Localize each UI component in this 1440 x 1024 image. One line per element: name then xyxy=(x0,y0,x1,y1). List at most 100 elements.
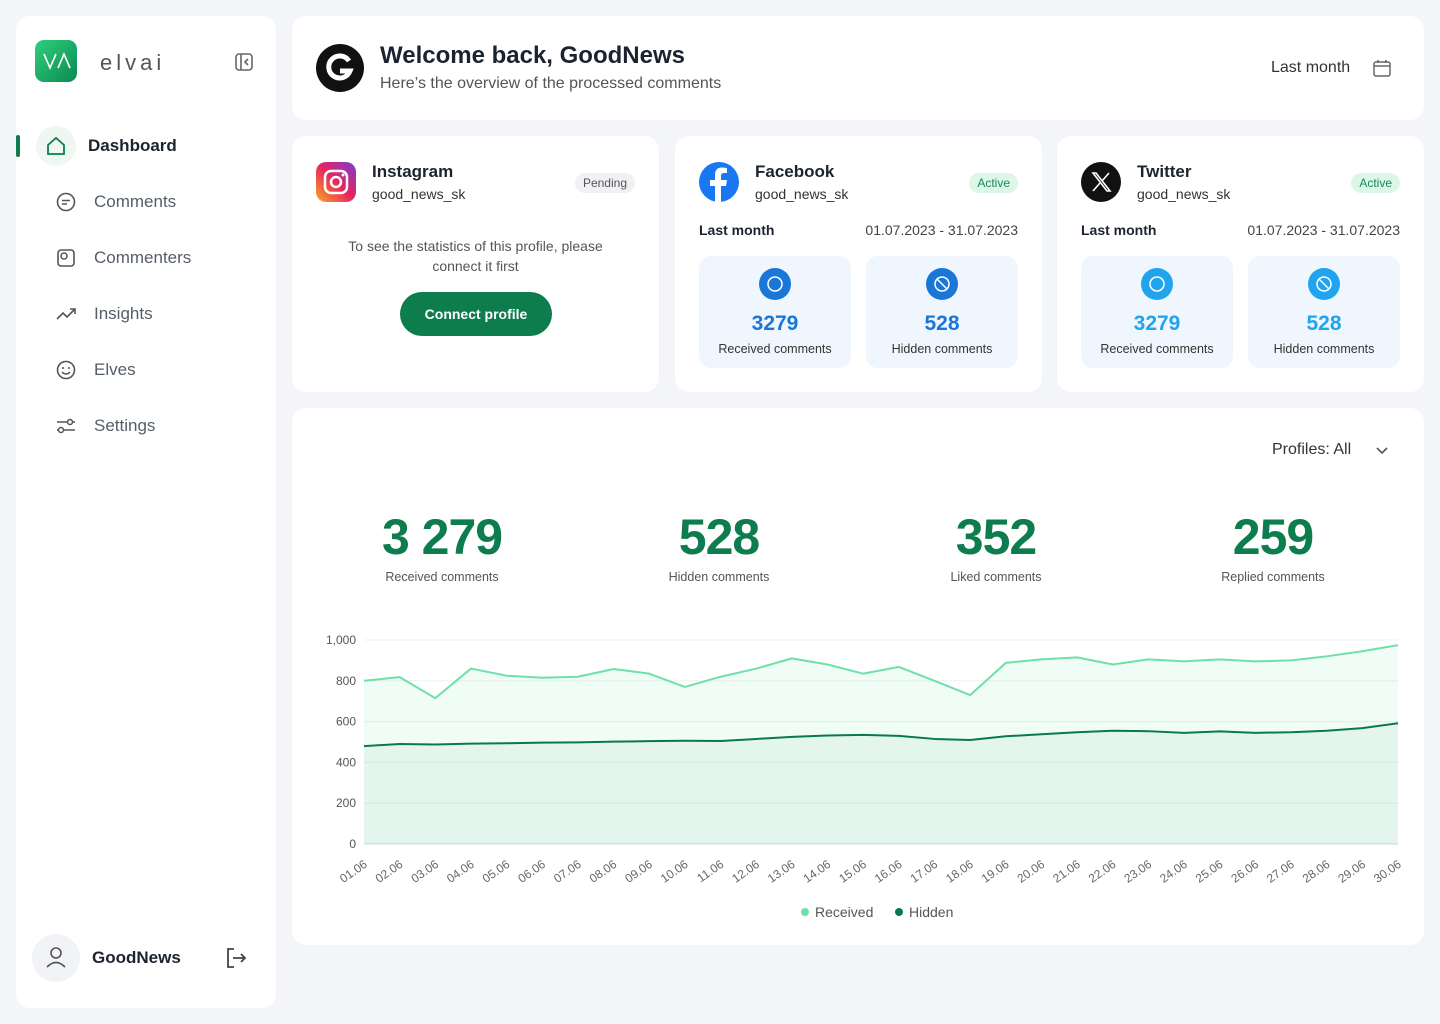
status-badge: Active xyxy=(969,173,1018,193)
series-line xyxy=(363,722,1399,748)
stat-label: Received comments xyxy=(385,570,499,584)
stat-box: 3279 Received comments xyxy=(699,256,851,368)
logout-button[interactable] xyxy=(224,946,248,970)
collapse-button[interactable] xyxy=(234,52,254,72)
stat-value: 528 xyxy=(678,509,760,565)
legend-marker xyxy=(801,908,809,916)
logo xyxy=(35,40,77,82)
x-tick-label: 03.06 xyxy=(408,857,441,886)
active-indicator xyxy=(16,135,20,157)
x-tick-label: 27.06 xyxy=(1264,857,1297,886)
stat-box: 528 Hidden comments xyxy=(866,256,1018,368)
x-tick-label: 30.06 xyxy=(1371,857,1404,886)
summary-stat: 352 Liked comments xyxy=(876,508,1116,584)
y-tick-label: 0 xyxy=(349,837,356,851)
profile-card: Twitter good_news_sk Active Last month 0… xyxy=(1057,136,1424,392)
x-tick-label: 25.06 xyxy=(1193,857,1226,886)
status-badge: Pending xyxy=(574,173,635,193)
x-tick-label: 07.06 xyxy=(551,857,584,886)
x-tick-label: 21.06 xyxy=(1050,857,1083,886)
avatar xyxy=(32,934,80,982)
x-tick-label: 17.06 xyxy=(908,857,941,886)
x-tick-label: 05.06 xyxy=(480,857,513,886)
x-tick-label: 28.06 xyxy=(1300,857,1333,886)
x-tick-label: 10.06 xyxy=(658,857,691,886)
status-badge: Active xyxy=(1351,173,1400,193)
x-tick-label: 08.06 xyxy=(587,857,620,886)
summary-card: Profiles: All 3 279 Received comments 528… xyxy=(292,408,1424,945)
x-tick-label: 15.06 xyxy=(836,857,869,886)
stat-value: 3279 xyxy=(751,312,799,335)
stat-value: 352 xyxy=(955,509,1037,565)
sidebar: elvai Dashboard Comments Commenters Insi… xyxy=(16,16,276,1008)
summary-stat: 3 279 Received comments xyxy=(322,508,562,584)
x-tick-label: 23.06 xyxy=(1122,857,1155,886)
header: Welcome back, GoodNews Here’s the overvi… xyxy=(292,16,1424,120)
nav-label: Commenters xyxy=(94,248,192,267)
nav-label: Settings xyxy=(94,416,156,435)
handle: good_news_sk xyxy=(372,186,466,202)
nav-item[interactable]: Comments xyxy=(46,182,276,222)
welcome-title: Welcome back, GoodNews xyxy=(380,42,685,69)
x-tick-label: 29.06 xyxy=(1335,857,1368,886)
x-tick-label: 22.06 xyxy=(1086,857,1119,886)
stat-box: 3279 Received comments xyxy=(1081,256,1233,368)
stat-value: 528 xyxy=(1306,312,1342,335)
profile-filter[interactable]: Profiles: All xyxy=(1272,441,1352,458)
profile-card: Facebook good_news_sk Active Last month … xyxy=(675,136,1042,392)
x-tick-label: 16.06 xyxy=(872,857,905,886)
dropdown-icon[interactable] xyxy=(1374,442,1390,458)
stat-value: 528 xyxy=(924,312,960,335)
stat-box: 528 Hidden comments xyxy=(1248,256,1400,368)
instagram-icon xyxy=(316,162,356,202)
network-name: Facebook xyxy=(755,162,835,181)
x-tick-label: 19.06 xyxy=(979,857,1012,886)
line-chart: 0 200 400 600 800 1,000 01.06 02.06 03.06 04.06 05… xyxy=(326,633,1404,920)
nav-label: Comments xyxy=(94,192,177,211)
nav-item[interactable]: Insights xyxy=(46,294,276,334)
y-tick-label: 1,000 xyxy=(326,633,356,647)
calendar-icon[interactable] xyxy=(1372,58,1392,78)
profile-card: Instagram good_news_sk Pending To see th… xyxy=(292,136,659,392)
twitter-icon xyxy=(1081,162,1121,202)
nav-item[interactable]: Elves xyxy=(46,350,276,390)
date-range: 01.07.2023 - 31.07.2023 xyxy=(1247,222,1400,238)
x-tick-label: 13.06 xyxy=(765,857,798,886)
brand: elvai xyxy=(100,50,166,75)
network-name: Instagram xyxy=(372,162,454,181)
period: Last month xyxy=(699,222,775,238)
x-tick-label: 24.06 xyxy=(1157,857,1190,886)
handle: good_news_sk xyxy=(1137,186,1231,202)
x-tick-label: 02.06 xyxy=(373,857,406,886)
stat-label: Received comments xyxy=(1100,342,1214,356)
x-tick-label: 14.06 xyxy=(801,857,834,886)
x-tick-label: 26.06 xyxy=(1228,857,1261,886)
legend-label: Hidden xyxy=(909,904,953,920)
stat-label: Replied comments xyxy=(1221,570,1325,584)
network-name: Twitter xyxy=(1137,162,1192,181)
x-tick-label: 06.06 xyxy=(515,857,548,886)
y-tick-label: 200 xyxy=(336,796,356,810)
y-tick-label: 800 xyxy=(336,674,356,688)
x-tick-label: 20.06 xyxy=(1015,857,1048,886)
nav-item[interactable]: Commenters xyxy=(46,238,276,278)
legend-label: Received xyxy=(815,904,873,920)
stat-label: Hidden comments xyxy=(1273,342,1375,356)
connect-message: To see the statistics of this profile, p… xyxy=(348,238,603,274)
series-line xyxy=(363,644,1399,700)
connect-button[interactable]: Connect profile xyxy=(400,292,552,336)
y-tick-label: 600 xyxy=(336,715,356,729)
nav-item[interactable]: Settings xyxy=(46,406,276,446)
stat-label: Liked comments xyxy=(950,570,1042,584)
x-tick-label: 09.06 xyxy=(622,857,655,886)
period-picker[interactable]: Last month xyxy=(1271,59,1351,76)
stat-label: Received comments xyxy=(718,342,832,356)
area-fill xyxy=(364,645,1398,844)
nav-label: Elves xyxy=(94,360,136,379)
welcome-subtitle: Here’s the overview of the processed com… xyxy=(380,75,722,92)
period: Last month xyxy=(1081,222,1157,238)
nav-item[interactable]: Dashboard xyxy=(36,126,276,166)
nav-label: Dashboard xyxy=(88,136,177,155)
